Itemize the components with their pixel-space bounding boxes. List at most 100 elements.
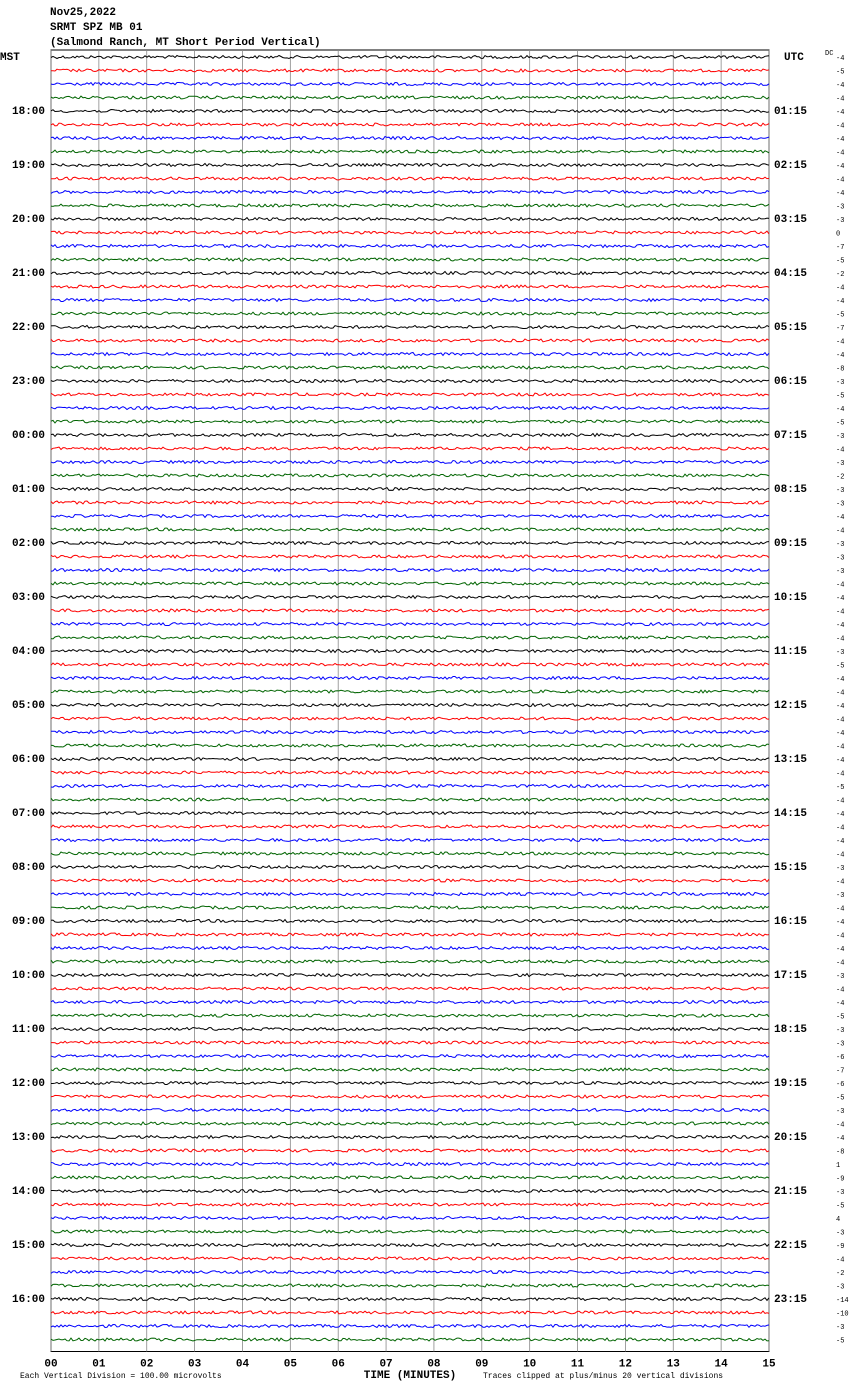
dc-offset: -4	[836, 946, 844, 954]
dc-offset: -4	[836, 298, 844, 306]
utc-hour-label: 05:15	[774, 322, 807, 334]
trace	[50, 1256, 770, 1261]
dc-offset: -4	[836, 811, 844, 819]
trace	[50, 149, 770, 154]
dc-offset: -10	[836, 1310, 849, 1318]
dc-offset: -3	[836, 973, 844, 981]
trace	[50, 365, 770, 370]
dc-offset: -3	[836, 487, 844, 495]
dc-offset: -4	[836, 82, 844, 90]
x-label: TIME (MINUTES)	[364, 1370, 456, 1382]
trace	[50, 1161, 770, 1167]
left-title: MST	[0, 52, 20, 64]
dc-offset: -4	[836, 932, 844, 940]
dc-offset: -4	[836, 352, 844, 360]
trace	[50, 1229, 770, 1234]
header-date: Nov25,2022	[50, 7, 116, 19]
dc-offset: -3	[836, 1108, 844, 1116]
trace	[50, 797, 770, 802]
dc-offset: -3	[836, 1040, 844, 1048]
x-tick-label: 05	[284, 1358, 298, 1370]
mst-hour-label: 04:00	[12, 646, 45, 658]
trace	[50, 729, 770, 735]
dc-offset: -4	[836, 55, 844, 63]
trace	[50, 621, 770, 627]
utc-hour-label: 03:15	[774, 214, 807, 226]
dc-offset: -4	[836, 284, 844, 292]
dc-offset: -4	[836, 446, 844, 454]
mst-hour-label: 09:00	[12, 916, 45, 928]
dc-offset: -4	[836, 851, 844, 859]
footer-left: Each Vertical Division = 100.00 microvol…	[20, 1372, 222, 1381]
trace	[50, 216, 770, 222]
mst-hour-label: 10:00	[12, 970, 45, 982]
dc-offset: -5	[836, 662, 844, 670]
x-tick-label: 02	[140, 1358, 153, 1370]
dc-offset: -5	[836, 419, 844, 427]
x-tick-label: 13	[667, 1358, 681, 1370]
utc-hour-label: 02:15	[774, 160, 807, 172]
dc-offset: -5	[836, 1337, 844, 1345]
dc-offset: 1	[836, 1162, 840, 1170]
x-tick-label: 00	[44, 1358, 57, 1370]
trace	[50, 473, 770, 478]
dc-offset: -4	[836, 527, 844, 535]
mst-hour-label: 13:00	[12, 1132, 45, 1144]
dc-offset: -4	[836, 838, 844, 846]
utc-hour-label: 15:15	[774, 862, 807, 874]
mst-hour-label: 18:00	[12, 106, 45, 118]
dc-offset: -5	[836, 1013, 844, 1021]
dc-offset: -4	[836, 730, 844, 738]
trace	[50, 756, 770, 762]
dc-offset: -4	[836, 757, 844, 765]
mst-hour-label: 01:00	[12, 484, 45, 496]
trace	[50, 68, 770, 73]
trace	[50, 810, 770, 816]
header-location: (Salmond Ranch, MT Short Period Vertical…	[50, 37, 321, 49]
trace	[50, 540, 770, 546]
trace	[50, 203, 770, 208]
x-tick-label: 03	[188, 1358, 202, 1370]
dc-offset: -3	[836, 1189, 844, 1197]
dc-offset: -4	[836, 986, 844, 994]
trace	[50, 81, 770, 87]
trace	[50, 743, 770, 748]
trace	[50, 162, 770, 168]
dc-offset: -4	[836, 190, 844, 198]
mst-hour-label: 20:00	[12, 214, 45, 226]
dc-offset: 0	[836, 230, 840, 238]
dc-offset: -3	[836, 1324, 844, 1332]
dc-offset: -4	[836, 770, 844, 778]
trace	[50, 1053, 770, 1059]
trace	[50, 243, 770, 249]
dc-offset: -7	[836, 244, 844, 252]
utc-hour-label: 22:15	[774, 1240, 807, 1252]
trace	[50, 905, 770, 910]
dc-offset: -4	[836, 149, 844, 157]
trace	[50, 500, 770, 505]
trace	[50, 1296, 770, 1302]
mst-hour-label: 22:00	[12, 322, 45, 334]
trace	[50, 257, 770, 262]
mst-hour-label: 05:00	[12, 700, 45, 712]
dc-offset: -4	[836, 95, 844, 103]
mst-hour-label: 16:00	[12, 1294, 45, 1306]
trace	[50, 635, 770, 640]
utc-hour-label: 17:15	[774, 970, 807, 982]
dc-offset: -4	[836, 1256, 844, 1264]
dc-offset: -4	[836, 608, 844, 616]
trace	[50, 135, 770, 141]
trace	[50, 459, 770, 465]
dc-offset: -6	[836, 1081, 844, 1089]
trace	[50, 783, 770, 789]
mst-hour-label: 21:00	[12, 268, 45, 280]
dc-offset: -14	[836, 1297, 849, 1305]
dc-offset: -7	[836, 325, 844, 333]
utc-hour-label: 09:15	[774, 538, 807, 550]
dc-offset: -4	[836, 109, 844, 117]
dc-offset: -3	[836, 1229, 844, 1237]
dc-offset: -9	[836, 1175, 844, 1183]
trace	[50, 486, 770, 492]
trace	[50, 689, 770, 694]
